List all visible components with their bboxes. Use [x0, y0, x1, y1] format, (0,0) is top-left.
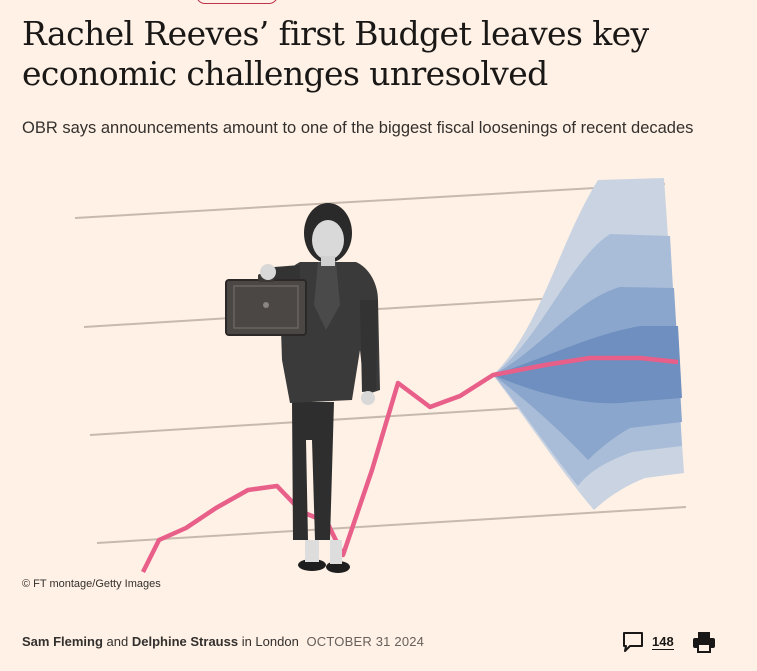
comment-count[interactable]: 148	[652, 634, 674, 650]
trousers	[292, 402, 334, 540]
neck	[321, 256, 335, 266]
gridline-4	[96, 506, 687, 544]
author-link-2[interactable]: Delphine Strauss	[131, 634, 239, 649]
print-button[interactable]	[692, 631, 716, 653]
right-arm	[360, 300, 378, 392]
forecast-fan	[493, 178, 684, 510]
fan-band-inner	[493, 326, 682, 404]
article-hero-image	[74, 178, 687, 574]
article-headline: Rachel Reeves’ first Budget leaves key e…	[22, 14, 649, 93]
byline-location: in London	[241, 634, 299, 649]
blouse	[314, 262, 340, 330]
economic-line	[140, 355, 679, 574]
left-ankle	[305, 540, 319, 562]
publish-date: OCTOBER 31 2024	[306, 634, 425, 649]
section-tag[interactable]	[196, 0, 278, 4]
right-hand	[361, 391, 375, 405]
left-hand	[260, 264, 276, 280]
budget-box-panel	[233, 285, 299, 329]
comment-icon	[623, 632, 643, 652]
image-credit: © FT montage/Getty Images	[22, 578, 161, 590]
article-tools: 148	[622, 628, 716, 656]
face	[312, 220, 344, 260]
article-standfirst: OBR says announcements amount to one of …	[22, 119, 694, 137]
print-icon	[692, 632, 715, 653]
author-link-1[interactable]: Sam Fleming	[22, 634, 103, 649]
gridline-1	[74, 183, 666, 219]
byline-conjunction: and	[106, 634, 129, 649]
byline: Sam Fleming and Delphine Strauss in Lond…	[22, 634, 424, 649]
budget-box-crest	[263, 302, 269, 308]
comments-button[interactable]	[622, 631, 644, 653]
right-ankle	[330, 540, 342, 564]
person-illustration	[225, 203, 380, 573]
